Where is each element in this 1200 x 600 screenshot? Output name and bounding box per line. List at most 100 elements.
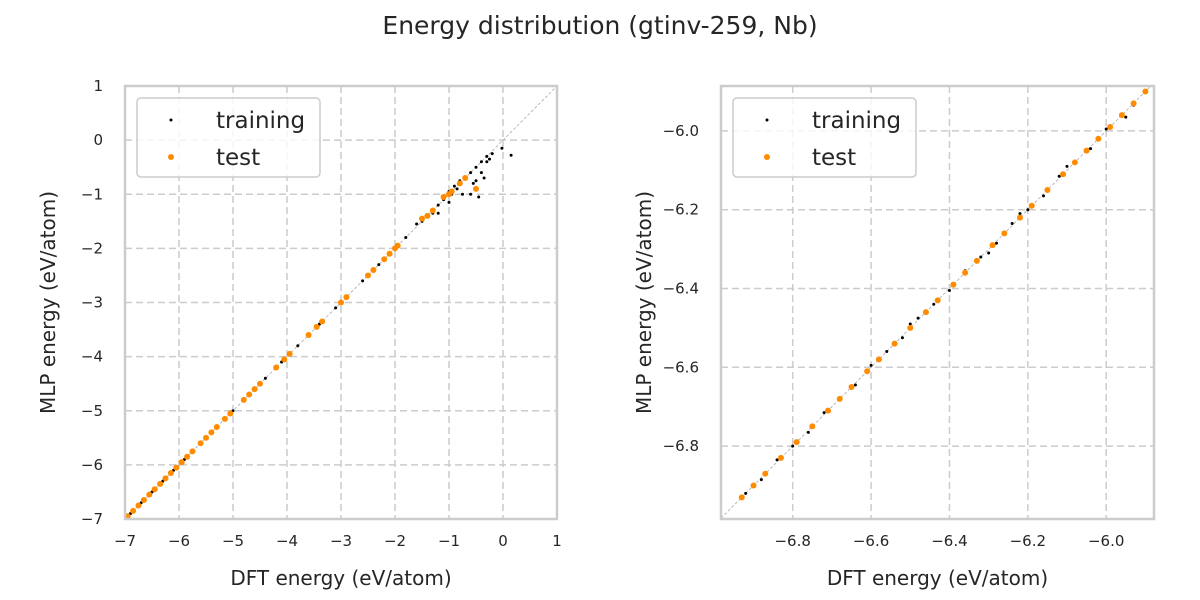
training-point	[900, 336, 904, 340]
right-panel: −6.8 −6.6 −6.4 −6.2 −6.0 −6.8 −6.6 −6.4 −6.2 −6.0…	[632, 84, 1156, 590]
test-point	[343, 294, 350, 301]
test-point	[162, 475, 169, 482]
test-point	[809, 423, 816, 430]
test-point	[777, 454, 784, 461]
y-tick-label: −6.4	[663, 280, 699, 298]
training-point	[994, 241, 998, 245]
training-point	[377, 263, 381, 267]
test-point	[891, 340, 898, 347]
training-point	[1089, 147, 1093, 151]
test-point	[440, 193, 447, 200]
test-point	[319, 318, 326, 325]
test-point	[1142, 88, 1149, 95]
training-point	[469, 192, 473, 196]
test-point	[864, 368, 871, 375]
training-point	[1065, 164, 1069, 168]
test-point	[281, 356, 288, 363]
x-tick-label: −2	[384, 532, 406, 550]
test-point	[462, 175, 469, 182]
test-point	[365, 272, 371, 279]
training-point	[361, 279, 365, 283]
training-point	[474, 165, 478, 169]
y-tick-label: 1	[93, 77, 103, 95]
x-tick-label: −7	[114, 532, 136, 550]
test-point	[381, 256, 388, 263]
axes-frame	[123, 84, 559, 521]
plot-area	[125, 86, 557, 519]
y-tick-label: −3	[81, 294, 103, 312]
training-point	[1124, 115, 1128, 119]
test-point	[286, 350, 293, 357]
x-tick-label: −5	[222, 532, 244, 550]
training-point	[415, 222, 419, 226]
x-tick-label: −4	[276, 532, 298, 550]
test-point	[184, 453, 191, 460]
test-point	[456, 180, 463, 187]
test-point	[305, 331, 312, 338]
test-point	[934, 297, 941, 304]
test-point	[240, 396, 247, 403]
y-tick-label: −7	[81, 510, 103, 528]
training-point	[461, 192, 464, 196]
training-point	[822, 411, 826, 415]
test-point	[922, 309, 929, 316]
plot-area	[721, 86, 1152, 519]
training-point	[469, 171, 473, 175]
test-point	[1095, 135, 1102, 142]
training-point	[947, 288, 951, 292]
training-point	[452, 184, 456, 188]
test-point	[1071, 159, 1078, 166]
training-point	[509, 153, 513, 157]
axes-frame	[719, 84, 1156, 521]
test-point	[989, 242, 996, 249]
legend-label-training: training	[216, 108, 305, 134]
test-point	[1001, 230, 1008, 237]
y-tick-label: −1	[81, 185, 103, 203]
test-point	[1044, 187, 1051, 194]
test-point	[848, 384, 855, 391]
training-point	[979, 255, 983, 259]
training-point	[485, 154, 489, 158]
test-point	[1130, 100, 1137, 107]
test-point	[338, 299, 344, 306]
legend-marker-test	[764, 154, 770, 160]
legend-box	[136, 97, 321, 178]
training-point	[479, 160, 483, 164]
x-tick-label: −6.6	[853, 532, 889, 550]
test-point	[370, 267, 377, 274]
training-point	[759, 478, 763, 482]
legend-label-training: training	[812, 108, 901, 134]
training-point	[490, 152, 494, 156]
training-point	[263, 376, 267, 380]
y-axis-label: MLP energy (eV/atom)	[36, 191, 60, 414]
test-point	[738, 494, 745, 501]
y-tick-label: −6.6	[663, 358, 699, 376]
training-point	[869, 363, 873, 367]
test-point	[189, 448, 196, 455]
y-tick-label: 0	[93, 131, 103, 149]
test-point	[762, 470, 769, 477]
training-point	[474, 179, 478, 183]
test-point	[251, 386, 258, 393]
training-point	[500, 146, 504, 150]
test-point	[448, 188, 455, 195]
x-tick-label: 0	[498, 532, 508, 550]
test-point	[173, 464, 180, 471]
test-point	[197, 440, 204, 447]
legend-marker-training	[765, 118, 769, 122]
training-point	[485, 160, 489, 164]
test-point	[257, 380, 263, 387]
test-point	[151, 486, 158, 493]
test-point	[1107, 123, 1114, 130]
training-point	[471, 181, 475, 185]
test-point	[130, 507, 137, 514]
training-point	[479, 171, 483, 175]
training-point	[1104, 127, 1108, 131]
x-tick-label: −6.8	[774, 532, 810, 550]
training-point	[932, 302, 936, 306]
training-point	[436, 211, 440, 215]
training-point	[916, 316, 920, 320]
training-point	[791, 444, 795, 448]
y-tick-label: −5	[81, 402, 103, 420]
test-point	[1016, 214, 1023, 221]
